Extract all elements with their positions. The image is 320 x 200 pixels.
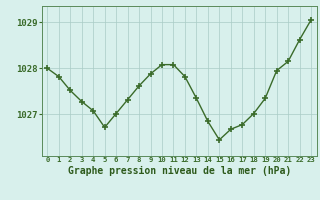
- X-axis label: Graphe pression niveau de la mer (hPa): Graphe pression niveau de la mer (hPa): [68, 166, 291, 176]
